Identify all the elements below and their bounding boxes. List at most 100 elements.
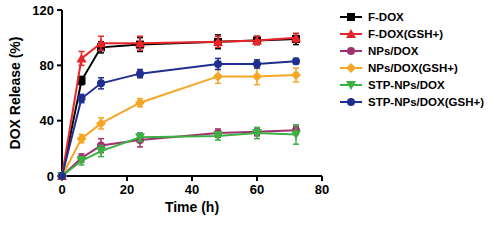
data-point [58,172,66,180]
error-cap [98,138,104,140]
series-line [62,75,296,176]
x-tick-label: 0 [58,182,65,197]
error-cap [215,58,221,60]
error-cap [98,88,104,90]
error-bar [137,69,143,77]
series-line [62,133,296,176]
series-line [62,39,296,176]
data-point [252,35,262,44]
error-bar [254,60,260,68]
error-cap [215,83,221,85]
data-point [213,132,223,141]
data-point [136,70,144,78]
y-tick-label: 0 [47,169,54,184]
error-bar [79,94,85,102]
chart: 0 40 80 120 0 20 40 60 80 Time (h) DOX Release (%)… [0,0,500,230]
error-cap [293,143,299,145]
error-cap [254,127,260,129]
x-axis-label: Time (h) [165,199,219,215]
legend-label: NPs/DOX(GSH+) [368,62,458,74]
error-cap [137,51,143,53]
error-cap [215,69,221,71]
error-cap [98,117,104,119]
error-cap [137,146,143,148]
series-line [62,130,296,176]
series-line [62,61,296,176]
data-point [77,134,87,144]
legend-marker [347,13,355,21]
data-point [135,38,145,47]
legend: F-DOX F-DOX(GSH+) NPs/DOX NPs/DOX(GSH+) STP-… [340,11,484,108]
data-point [291,70,301,80]
error-cap [215,34,221,36]
data-point [253,60,261,68]
data-point [96,118,106,128]
data-point [135,98,145,108]
error-cap [98,128,104,130]
x-tick-label: 20 [120,182,134,197]
legend-label: F-DOX(GSH+) [368,28,443,40]
data-point [58,172,66,180]
legend-label: F-DOX [368,11,404,23]
error-cap [79,51,85,53]
error-cap [254,127,260,129]
legend-label: STP-NPs/DOX [368,79,445,91]
error-cap [293,67,299,69]
x-tick-label: 60 [250,182,264,197]
error-cap [215,48,221,50]
error-cap [293,124,299,126]
data-point [97,79,105,87]
error-cap [215,69,221,71]
data-point [57,171,67,180]
error-cap [98,36,104,38]
legend-marker [347,98,355,106]
y-tick [57,120,62,122]
y-tick-label: 120 [32,3,54,18]
x-tick-label: 40 [185,182,199,197]
y-tick [57,64,62,66]
y-tick-label: 40 [40,113,54,128]
legend-marker [347,47,355,55]
x-tick [256,176,258,181]
legend-label: STP-NPs/DOX(GSH+) [368,96,484,108]
plot-area [57,33,301,181]
data-point [77,53,87,62]
error-cap [215,36,221,38]
series-line [62,38,296,176]
error-cap [215,47,221,49]
legend-label: NPs/DOX [368,45,419,57]
data-point [58,172,66,180]
legend-marker [346,81,356,90]
data-point [77,157,87,166]
error-cap [137,49,143,51]
error-cap [98,77,104,79]
error-cap [98,145,104,147]
error-cap [79,65,85,67]
error-bar [98,78,104,89]
data-point [213,37,223,46]
legend-marker [346,63,356,73]
error-cap [293,81,299,83]
data-point [252,129,262,138]
error-bar [79,76,85,84]
data-point [57,171,67,181]
y-axis-label: DOX Release (%) [7,37,23,150]
data-point [78,95,86,103]
data-point [135,133,145,142]
y-axis [61,10,63,176]
error-cap [98,49,104,51]
data-point [214,60,222,68]
error-cap [98,52,104,54]
data-point [96,38,106,47]
y-tick [57,9,62,11]
data-point [57,172,67,181]
data-point [96,147,106,156]
data-point [213,71,223,81]
data-point [292,57,300,65]
x-tick [321,176,323,181]
y-tick-label: 80 [40,58,54,73]
error-cap [254,138,260,140]
x-tick-label: 80 [315,182,329,197]
data-point [291,131,301,140]
x-tick [126,176,128,181]
